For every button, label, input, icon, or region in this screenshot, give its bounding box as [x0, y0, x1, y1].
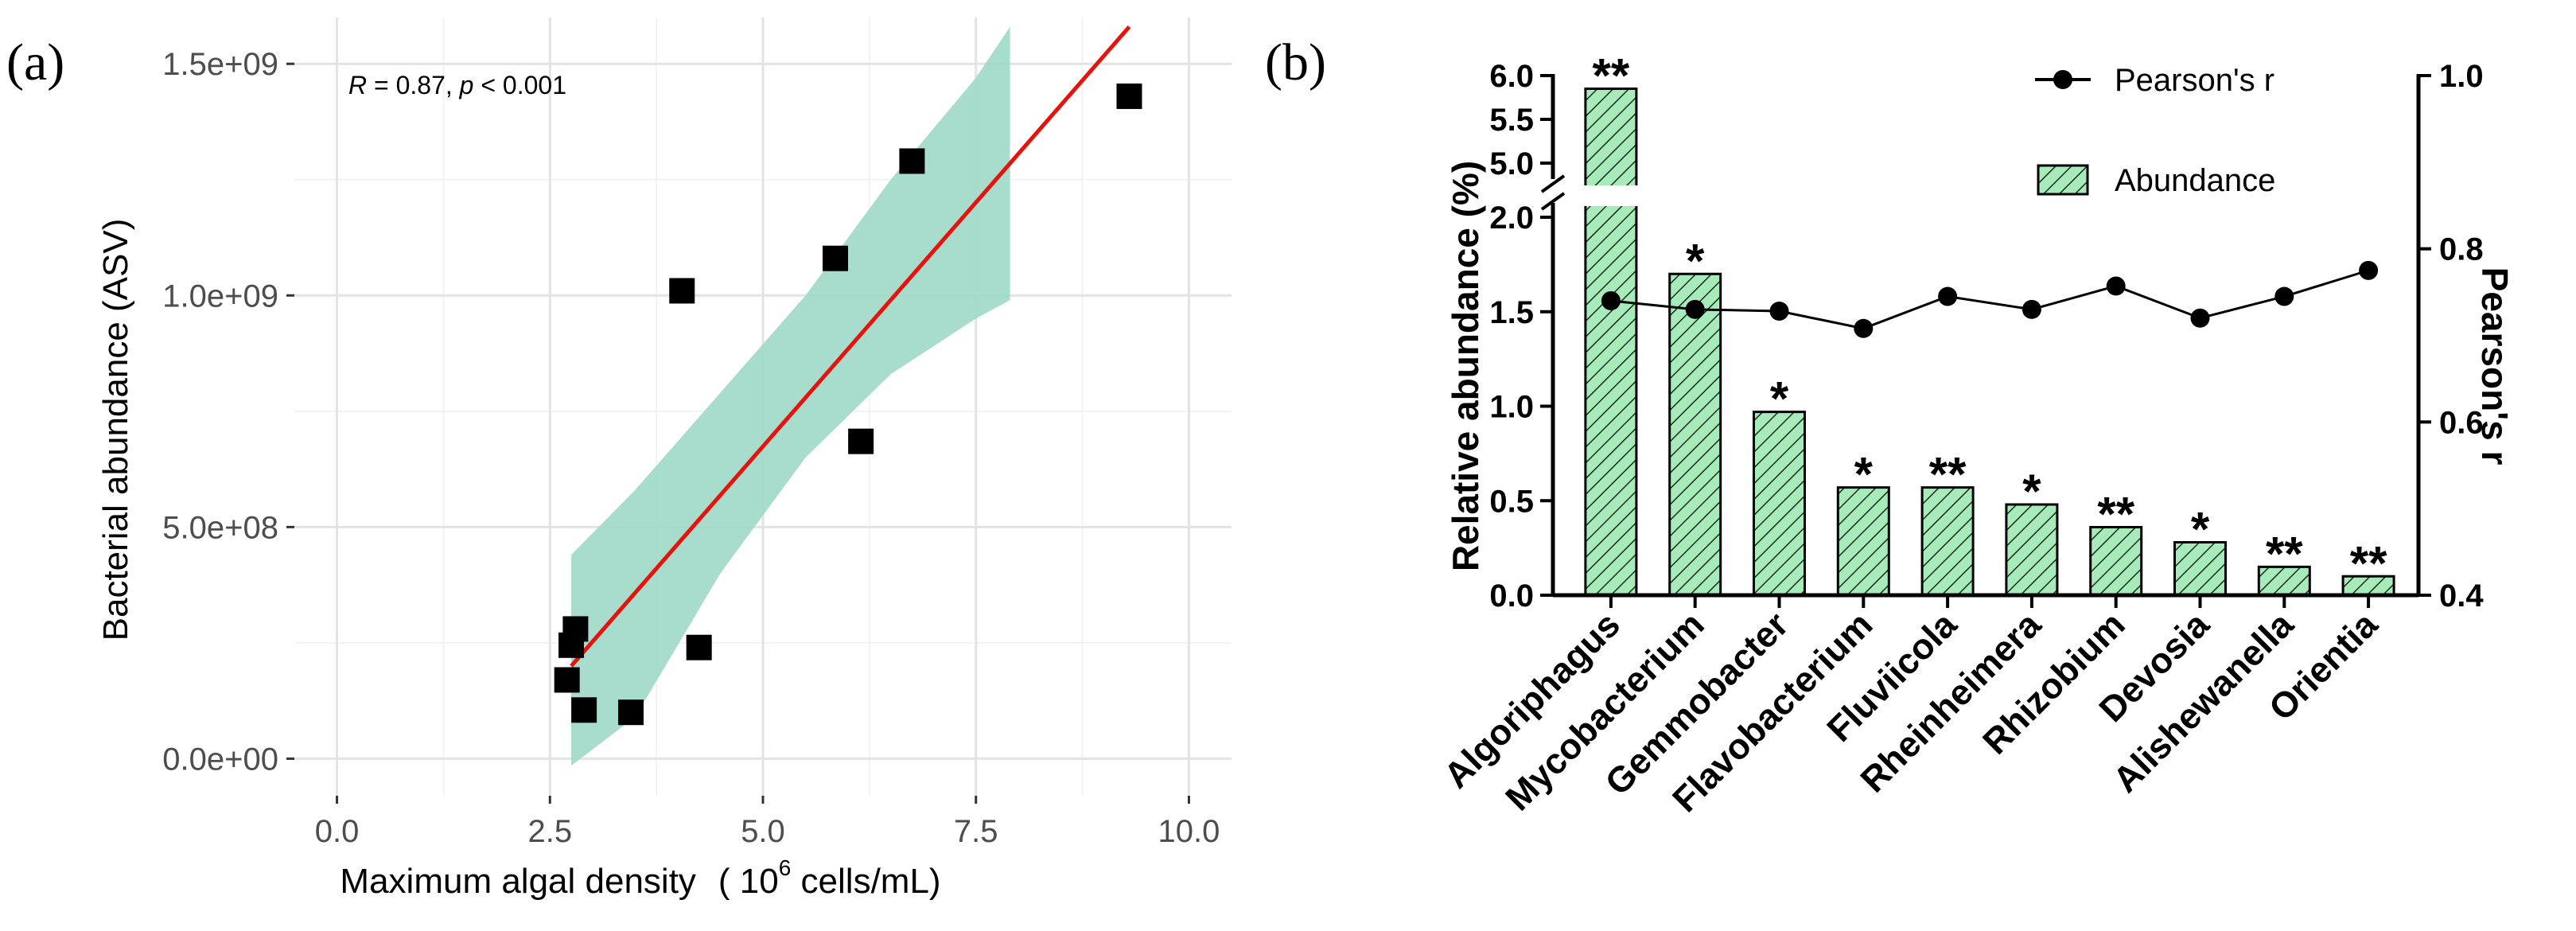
category-labels: AlgoriphagusMycobacteriumGemmobacterFlav… [1436, 603, 2386, 820]
significance-mark: ** [2350, 536, 2387, 590]
p-value: < 0.001 [473, 71, 566, 99]
right-y-ticks: 0.4 0.6 0.8 1.0 [2418, 59, 2484, 614]
confidence-band [571, 26, 1010, 766]
pearson-point [1769, 302, 1789, 321]
left-y-ticks: 0.0 0.5 1.0 1.5 2.0 5.0 5.5 6.0 [1489, 59, 1553, 614]
significance-mark: * [2022, 465, 2041, 518]
pearson-line [1610, 269, 2369, 330]
scatter-point [848, 428, 874, 454]
y-tick-label: 0.0e+00 [162, 742, 278, 777]
legend-pearson-label: Pearson's r [2115, 63, 2274, 98]
scatter-point [562, 616, 589, 642]
y-tick-label: 1.0e+09 [162, 279, 278, 314]
correlation-annotation: R = 0.87, p < 0.001 [348, 71, 566, 99]
legend-abundance-label: Abundance [2115, 163, 2275, 198]
abundance-bar [1584, 88, 1638, 597]
scatter-x-ticks: 0.0 2.5 5.0 7.5 10.0 [315, 796, 1220, 849]
left-tick-label: 5.0 [1489, 146, 1534, 181]
significance-mark: * [1770, 372, 1789, 426]
abundance-bars [1521, 88, 2395, 597]
pearson-point [2190, 308, 2210, 328]
r-value: = 0.87, [367, 71, 460, 99]
r-symbol: R [348, 71, 367, 99]
scatter-point [554, 667, 580, 693]
x-tick-label: 5.0 [741, 814, 785, 849]
abundance-bar [2005, 503, 2059, 597]
regression-line [570, 25, 1131, 668]
p-symbol: p [459, 71, 474, 99]
scatter-point [618, 699, 644, 726]
bar-line-chart: ***** ** * ** * ** ** 0.00.51.01.52.05.05.56.0… [1436, 49, 2516, 820]
scatter-point [669, 278, 695, 304]
x-label-unit-exp: 6 [779, 855, 792, 880]
legend: Pearson's r Abundance [2035, 63, 2275, 198]
x-tick-label: 0.0 [315, 814, 360, 849]
significance-mark: ** [1593, 49, 1630, 103]
abundance-bar [2089, 526, 2143, 597]
significance-mark: * [1686, 234, 1705, 287]
left-tick-label: 2.0 [1489, 201, 1534, 236]
right-tick-label: 0.8 [2439, 232, 2484, 267]
pearson-point [2106, 276, 2126, 296]
panel-a-label: (a) [6, 33, 64, 92]
right-tick-label: 1.0 [2439, 59, 2484, 94]
x-tick-label: 7.5 [954, 814, 998, 849]
left-y-axis-label: Relative abundance (%) [1445, 161, 1486, 571]
abundance-bar [1668, 272, 1722, 597]
pearson-points [1601, 260, 2379, 338]
x-label-main: Maximum algal density [340, 862, 696, 901]
scatter-chart: 0.0 2.5 5.0 7.5 10.0 0.0e+00 5.0e+08 1.0e+09 1.… [96, 18, 1232, 901]
scatter-y-axis-label: Bacterial abundance (ASV) [96, 219, 135, 641]
x-tick-label: 10.0 [1158, 814, 1220, 849]
left-tick-label: 6.0 [1489, 59, 1534, 94]
abundance-bar [2257, 565, 2311, 597]
right-tick-label: 0.6 [2439, 405, 2484, 440]
y-tick-label: 5.0e+08 [162, 510, 278, 545]
x-label-unit-prefix: ( 10 [718, 862, 779, 901]
left-tick-label: 0.5 [1489, 484, 1534, 519]
significance-mark: * [1854, 448, 1874, 501]
abundance-bar [1836, 486, 1890, 597]
significance-mark: ** [1929, 448, 1967, 501]
left-tick-label: 1.5 [1489, 295, 1534, 330]
axis-break-mark [1540, 174, 1566, 193]
left-tick-label: 5.5 [1489, 103, 1534, 138]
scatter-x-axis-label: Maximum algal density ( 106 cells/mL) [340, 855, 940, 901]
scatter-point [899, 148, 925, 174]
scatter-point [823, 245, 849, 271]
pearson-point [2021, 299, 2041, 319]
scatter-point [686, 634, 712, 660]
y-tick-label: 1.5e+09 [162, 47, 278, 82]
left-tick-label: 1.0 [1489, 390, 1534, 425]
pearson-point [1601, 290, 1621, 310]
axis-break-mark [1540, 192, 1566, 211]
abundance-bar [1920, 486, 1975, 597]
pearson-point [1685, 299, 1705, 319]
scatter-point [571, 697, 597, 723]
significance-mark: * [2191, 503, 2210, 556]
right-y-axis-label: Pearson's r [2474, 267, 2516, 465]
right-tick-label: 0.4 [2439, 578, 2484, 614]
scatter-points [554, 83, 1142, 726]
significance-marks: ***** ** * ** * ** ** [1593, 49, 2388, 590]
scatter-point [1116, 83, 1142, 109]
panel-b-label: (b) [1265, 33, 1326, 92]
x-tick-label: 2.5 [527, 814, 572, 849]
legend-bar-swatch [2037, 164, 2089, 196]
pearson-point [2274, 286, 2294, 306]
significance-mark: ** [2266, 527, 2303, 580]
x-label-unit-suffix: cells/mL) [791, 862, 940, 901]
left-tick-label: 0.0 [1489, 578, 1534, 614]
pearson-point [2359, 260, 2379, 280]
significance-mark: ** [2097, 488, 2134, 541]
legend-dot-marker [2053, 70, 2072, 89]
scatter-y-ticks: 0.0e+00 5.0e+08 1.0e+09 1.5e+09 [162, 47, 294, 777]
pearson-point [1938, 286, 1958, 306]
pearson-point [1854, 318, 1874, 338]
abundance-bar [1753, 411, 1806, 597]
